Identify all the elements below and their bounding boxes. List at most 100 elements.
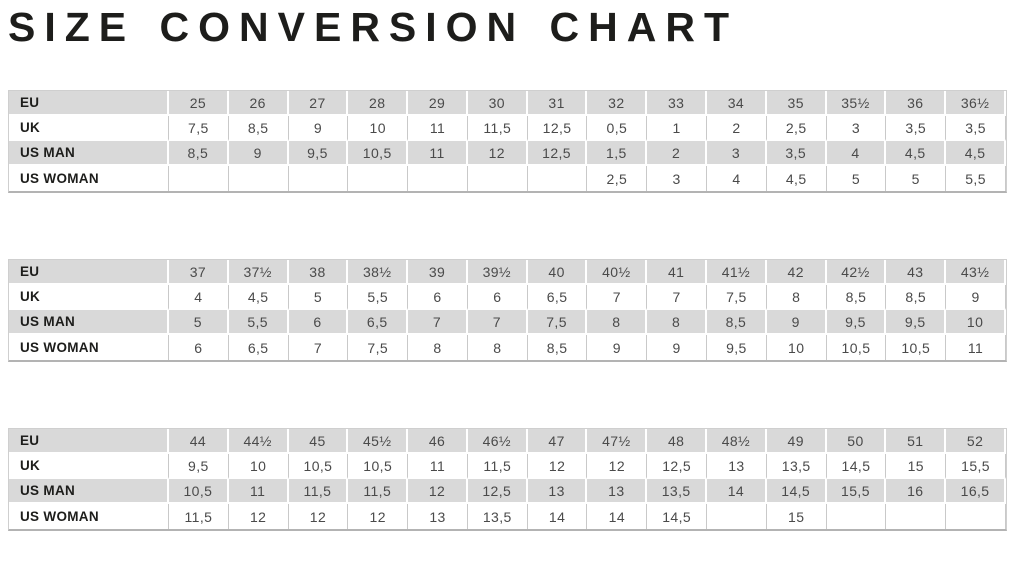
size-cell: 13 <box>408 504 468 529</box>
size-cell: 13 <box>707 454 767 479</box>
table-row: UK 7,5 8,5 9 10 11 11,5 12,5 0,5 1 2 2,5 3 3,5 3,5 <box>9 116 1006 141</box>
size-cell: 7,5 <box>348 335 409 360</box>
size-cell: 10,5 <box>348 141 409 166</box>
table-row: EU 37 37½ 38 38½ 39 39½ 40 40½ 41 41½ 42 42½ 43 43½ <box>9 260 1006 285</box>
size-cell: 5,5 <box>946 166 1006 191</box>
table-row: US MAN 8,5 9 9,5 10,5 11 12 12,5 1,5 2 3 3,5 4 4,5 4,5 <box>9 141 1006 166</box>
size-cell: 8,5 <box>228 116 289 141</box>
size-cell: 43½ <box>946 260 1006 285</box>
size-cell: 9 <box>946 285 1006 310</box>
row-label: EU <box>9 91 169 116</box>
size-cell <box>527 166 588 191</box>
size-cell: 5 <box>886 166 947 191</box>
size-table-3: EU 44 44½ 45 45½ 46 46½ 47 47½ 48 48½ 49 50 51 52 UK 9,5… <box>8 428 1007 531</box>
size-cell <box>946 504 1006 529</box>
size-cell: 13 <box>527 479 588 504</box>
size-cell: 11,5 <box>467 454 528 479</box>
size-cell: 45½ <box>348 429 409 454</box>
size-cell: 13,5 <box>766 454 827 479</box>
size-cell: 14 <box>587 504 648 529</box>
size-cell: 12 <box>587 454 648 479</box>
size-cell: 9 <box>587 335 648 360</box>
table-row: EU 25 26 27 28 29 30 31 32 33 34 35 35½ 36 36½ <box>9 91 1006 116</box>
size-cell: 9 <box>288 116 349 141</box>
size-cell: 11,5 <box>169 504 229 529</box>
size-cell: 13,5 <box>647 479 708 504</box>
size-cell: 39 <box>408 260 468 285</box>
size-cell: 16,5 <box>946 479 1006 504</box>
table-row: UK 9,5 10 10,5 10,5 11 11,5 12 12 12,5 13 13,5 14,5 1… <box>9 454 1006 479</box>
size-cell: 39½ <box>467 260 528 285</box>
row-label: US WOMAN <box>9 335 169 360</box>
size-cell: 37½ <box>228 260 289 285</box>
size-cell: 42 <box>766 260 827 285</box>
size-cell <box>707 504 767 529</box>
size-cell: 25 <box>169 91 229 116</box>
size-table-2: EU 37 37½ 38 38½ 39 39½ 40 40½ 41 41½ 42 42½ 43 43½ UK 4… <box>8 259 1007 362</box>
size-cell: 35 <box>766 91 827 116</box>
size-cell: 12,5 <box>527 141 588 166</box>
table-row: EU 44 44½ 45 45½ 46 46½ 47 47½ 48 48½ 49 50 51 52 <box>9 429 1006 454</box>
size-cell: 5 <box>169 310 229 335</box>
size-cell: 28 <box>348 91 409 116</box>
size-cell: 12 <box>228 504 289 529</box>
table-row: US WOMAN 6 6,5 7 7,5 8 8 8,5 9 9 9,5 10 10,5 10,5 11 <box>9 335 1006 360</box>
size-cell: 2 <box>707 116 767 141</box>
size-cell <box>467 166 528 191</box>
size-cell: 7,5 <box>707 285 767 310</box>
size-cell: 11,5 <box>288 479 349 504</box>
size-cell: 9,5 <box>886 310 947 335</box>
size-cell: 41½ <box>707 260 767 285</box>
size-cell: 7 <box>647 285 708 310</box>
size-cell: 14,5 <box>647 504 708 529</box>
table-row: UK 4 4,5 5 5,5 6 6 6,5 7 7 7,5 8 8,5 8,5 9 <box>9 285 1006 310</box>
size-cell: 9,5 <box>288 141 349 166</box>
size-cell: 12 <box>348 504 409 529</box>
size-cell: 2,5 <box>587 166 648 191</box>
row-label: US MAN <box>9 141 169 166</box>
size-cell: 7 <box>467 310 528 335</box>
size-cell: 6 <box>467 285 528 310</box>
size-cell: 30 <box>467 91 528 116</box>
size-cell: 12 <box>527 454 588 479</box>
size-cell: 4 <box>707 166 767 191</box>
size-cell: 35½ <box>826 91 887 116</box>
size-cell: 10 <box>766 335 827 360</box>
size-cell: 46 <box>408 429 468 454</box>
size-cell: 4 <box>169 285 229 310</box>
size-table-eu-37-43half: EU 37 37½ 38 38½ 39 39½ 40 40½ 41 41½ 42 42½ 43 43½ UK 4… <box>9 260 1006 360</box>
size-cell: 42½ <box>826 260 887 285</box>
size-cell: 15,5 <box>946 454 1006 479</box>
size-cell: 6,5 <box>527 285 588 310</box>
size-cell: 47 <box>527 429 588 454</box>
size-cell: 10 <box>946 310 1006 335</box>
size-cell: 36 <box>886 91 947 116</box>
size-cell <box>169 166 229 191</box>
size-cell: 38½ <box>348 260 409 285</box>
size-cell: 5 <box>288 285 349 310</box>
size-cell: 7 <box>408 310 468 335</box>
size-cell: 12 <box>288 504 349 529</box>
size-cell: 41 <box>647 260 708 285</box>
size-cell: 6 <box>169 335 229 360</box>
row-label: US WOMAN <box>9 166 169 191</box>
size-cell: 38 <box>288 260 349 285</box>
size-cell <box>288 166 349 191</box>
size-cell: 3 <box>826 116 887 141</box>
size-cell: 8,5 <box>707 310 767 335</box>
size-cell: 10,5 <box>288 454 349 479</box>
size-cell: 15,5 <box>826 479 887 504</box>
table-row: US MAN 10,5 11 11,5 11,5 12 12,5 13 13 13,5 14 14,5… <box>9 479 1006 504</box>
size-cell: 3,5 <box>886 116 947 141</box>
size-cell: 48½ <box>707 429 767 454</box>
size-cell: 6,5 <box>228 335 289 360</box>
size-cell: 10 <box>348 116 409 141</box>
size-cell: 3 <box>707 141 767 166</box>
size-cell: 29 <box>408 91 468 116</box>
size-cell: 1,5 <box>587 141 648 166</box>
size-cell: 10,5 <box>348 454 409 479</box>
size-cell: 14,5 <box>826 454 887 479</box>
size-cell: 12,5 <box>527 116 588 141</box>
size-cell: 5,5 <box>228 310 289 335</box>
